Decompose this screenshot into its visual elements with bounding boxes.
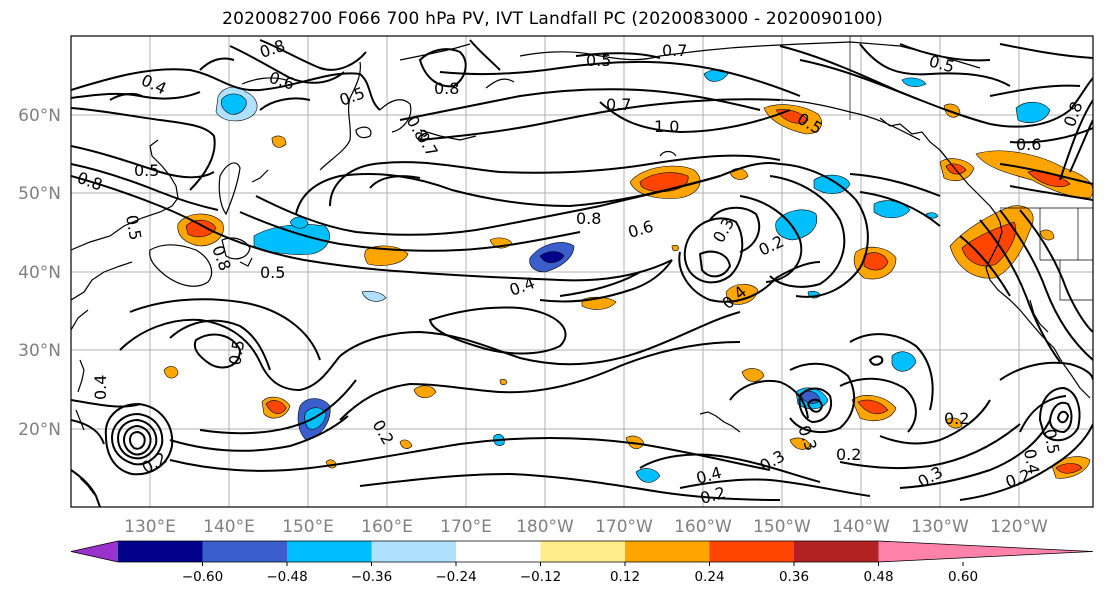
lat-label: 60°N (18, 106, 61, 126)
colorbar-bin (456, 541, 541, 562)
colorbar-tick-label: −0.36 (351, 569, 392, 585)
lon-label: 180°W (516, 517, 574, 537)
colorbar-bin (287, 541, 372, 562)
colorbar-extend-high (878, 541, 1093, 562)
colorbar-bin (118, 541, 203, 562)
lon-label: 140°W (832, 517, 890, 537)
colorbar-bin (202, 541, 288, 562)
colorbar-extend-low (71, 541, 118, 562)
lon-label: 140°E (203, 517, 255, 537)
contour-label: 0.2 (944, 409, 969, 428)
latitude-labels: 60°N 50°N 40°N 30°N 20°N (18, 106, 61, 440)
colorbar-bin (709, 541, 795, 562)
lon-label: 150°E (282, 517, 334, 537)
contour-label: 0.5 (122, 213, 145, 241)
colorbar-tick-label: −0.24 (435, 569, 476, 585)
colorbar-tick-label: 0.60 (948, 569, 978, 585)
colorbar-bin (794, 541, 879, 562)
negative-shading (215, 69, 1051, 483)
contour-label: 0.7 (606, 95, 631, 114)
coastlines (71, 41, 1091, 495)
lon-label: 160°W (674, 517, 732, 537)
contour-label: 0.5 (134, 161, 159, 180)
contour-label: 0.6 (1016, 135, 1041, 154)
contour-label: 1.0 (654, 117, 679, 136)
boundaries (849, 36, 1093, 301)
lon-label: 150°W (753, 517, 811, 537)
contour-label: 0.2 (836, 445, 861, 464)
colorbar-tick-label: −0.12 (520, 569, 561, 585)
contour-label: 0.5 (225, 338, 248, 366)
lat-label: 40°N (18, 263, 61, 283)
map-frame (70, 35, 1094, 508)
colorbar-tick-label: −0.60 (182, 569, 223, 585)
contour-label: 0.5 (1040, 427, 1063, 455)
contour-label: 0.7 (662, 41, 687, 60)
map-title: 2020082700 F066 700 hPa PV, IVT Landfall… (222, 9, 883, 29)
lon-label: 160°E (361, 517, 413, 537)
colorbar: −0.60 −0.48 −0.36 −0.24 −0.12 0.12 0.24 0.36 0.4… (70, 540, 1094, 585)
contour-label: 0.5 (260, 263, 285, 282)
contour-label: 0.4 (1020, 447, 1043, 475)
contour-label: 0.8 (434, 79, 459, 98)
lon-label: 130°W (911, 517, 969, 537)
lat-label: 30°N (18, 341, 61, 361)
colorbar-tick-label: 0.24 (694, 569, 724, 585)
pv-contours (71, 39, 1093, 507)
lon-label: 170°E (440, 517, 492, 537)
colorbar-bin (540, 541, 626, 562)
colorbar-outline (70, 540, 1094, 563)
colorbar-tick-label: 0.12 (610, 569, 640, 585)
contour-label: 0.4 (91, 375, 110, 400)
lat-label: 20°N (18, 420, 61, 440)
colorbar-bin (371, 541, 457, 562)
contour-label: 0.5 (586, 51, 611, 70)
contour-label: 0.8 (576, 209, 601, 228)
colorbar-tick-label: −0.48 (266, 569, 307, 585)
lat-label: 50°N (18, 184, 61, 204)
lon-label: 120°W (990, 517, 1048, 537)
longitude-labels: 130°E 140°E 150°E 160°E 170°E 180°W 170°… (124, 517, 1048, 537)
positive-shading (163, 103, 1093, 479)
colorbar-tick-label: 0.36 (779, 569, 809, 585)
lon-label: 130°E (124, 517, 176, 537)
colorbar-tick-label: 0.48 (863, 569, 893, 585)
colorbar-bin (625, 541, 710, 562)
lon-label: 170°W (595, 517, 653, 537)
